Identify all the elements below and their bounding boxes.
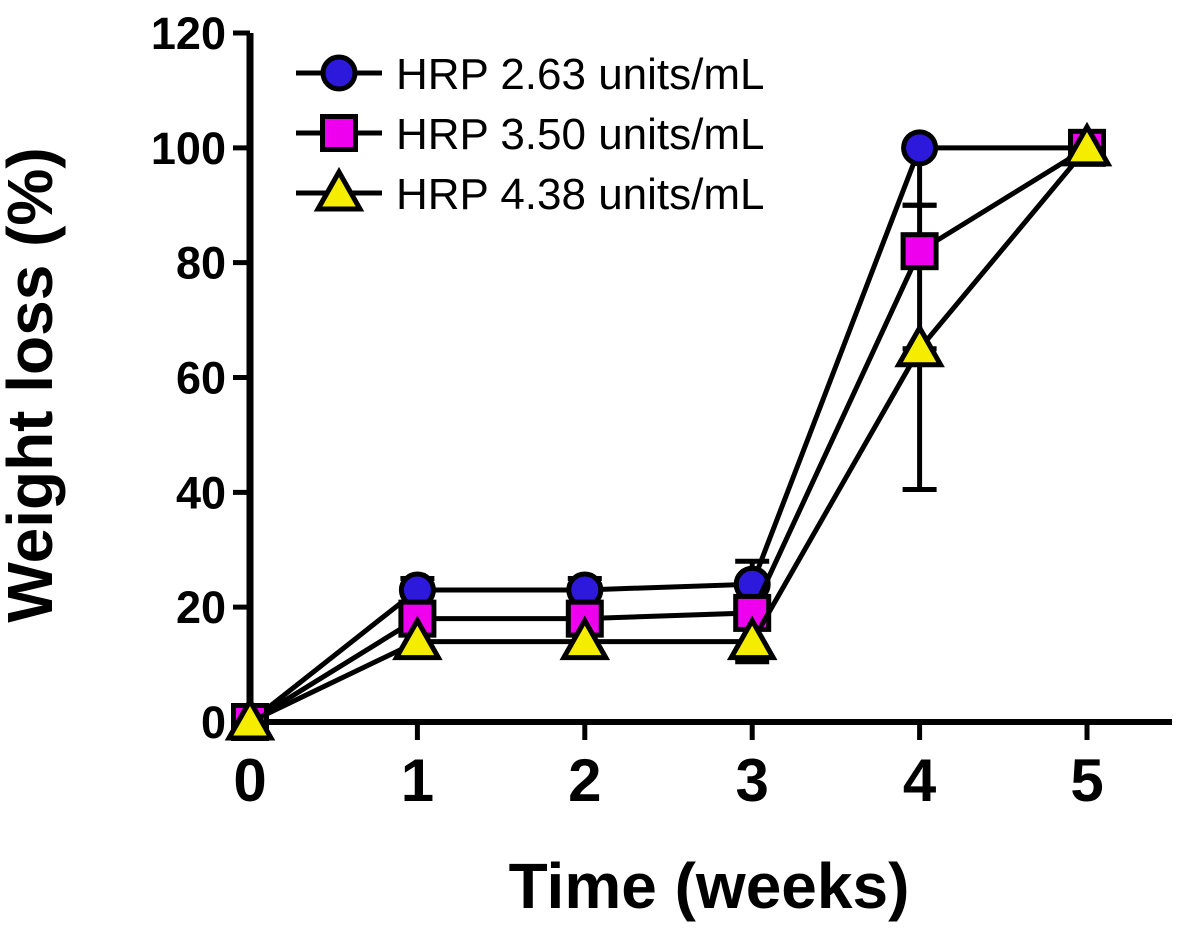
y-tick-label: 80 — [176, 238, 226, 289]
axes: 0 20 40 60 80 100 120 0 1 2 3 4 5 — [151, 8, 1172, 814]
y-axis-title: Weight loss (%) — [0, 147, 66, 622]
legend-label: HRP 3.50 units/mL — [396, 110, 764, 159]
marker-circle — [901, 129, 939, 167]
series-triangle — [224, 121, 1113, 741]
legend-item: HRP 2.63 units/mL — [296, 50, 764, 99]
legend-item: HRP 3.50 units/mL — [296, 110, 764, 159]
y-tick-label: 20 — [176, 582, 226, 633]
marker-square — [320, 114, 358, 152]
x-tick-label: 5 — [1070, 747, 1103, 814]
x-tick-label: 2 — [568, 747, 601, 814]
series-line — [248, 145, 1087, 724]
y-tick-label: 120 — [151, 8, 226, 59]
legend: HRP 2.63 units/mL HRP 3.50 units/mL HRP 4.… — [296, 50, 764, 219]
y-tick-label: 100 — [151, 123, 226, 174]
x-axis-title: Time (weeks) — [509, 850, 910, 922]
marker-triangle — [313, 166, 365, 212]
x-tick-label: 3 — [736, 747, 769, 814]
x-tick-label: 4 — [903, 747, 937, 814]
legend-label: HRP 2.63 units/mL — [396, 50, 764, 99]
y-tick-label: 60 — [176, 353, 226, 404]
marker-square — [900, 232, 939, 271]
marker-triangle — [224, 695, 276, 741]
marker-circle — [320, 54, 358, 92]
marker-triangle — [559, 615, 611, 661]
y-tick-label: 0 — [201, 697, 226, 748]
y-tick-label: 40 — [176, 467, 226, 518]
marker-triangle — [392, 615, 443, 661]
x-tick-label: 1 — [401, 747, 434, 814]
marker-triangle — [726, 615, 778, 661]
x-tick-label: 0 — [233, 747, 266, 814]
legend-item: HRP 4.38 units/mL — [296, 166, 764, 219]
series-line — [248, 146, 1089, 725]
series-line — [248, 145, 1089, 725]
marker-triangle — [894, 322, 945, 368]
marker-triangle — [1061, 121, 1113, 167]
legend-label: HRP 4.38 units/mL — [396, 170, 764, 219]
